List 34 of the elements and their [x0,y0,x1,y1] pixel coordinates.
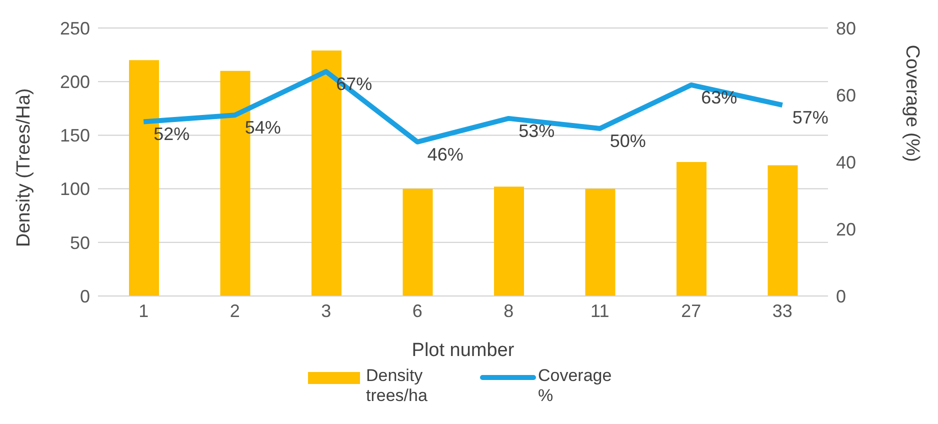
y-axis-title: Density (Trees/Ha) [14,88,35,247]
y-tick-label: 150 [60,126,90,146]
legend-label: Density trees/ha [366,366,428,406]
y2-axis-title: Coverage (%) [901,44,922,162]
bar [676,162,706,296]
y-tick-label: 0 [80,286,90,306]
y-tick-label: 200 [60,72,90,92]
bar [402,188,433,296]
data-label: 57% [792,107,828,128]
data-label: 46% [427,144,464,164]
x-tick-label: 6 [412,300,422,321]
x-tick-label: 27 [681,300,702,321]
x-tick-label: 3 [321,300,332,321]
legend-label: Coverage % [538,366,613,406]
data-label: 63% [701,87,738,108]
y-tick-label: 250 [60,18,90,38]
data-label: 53% [518,120,555,141]
y2-tick-label: 60 [836,85,856,106]
x-tick-label: 33 [772,300,792,321]
y2-tick-label: 40 [836,152,856,172]
x-tick-label: 1 [138,300,149,321]
data-label: 50% [610,130,646,151]
bar [585,188,616,296]
y-tick-label: 50 [70,232,90,253]
x-tick-label: 2 [230,300,240,321]
y2-tick-label: 0 [836,286,846,306]
y-tick-label: 100 [60,179,90,200]
bar [494,186,524,296]
x-tick-label: 8 [504,300,514,321]
y2-tick-label: 20 [836,219,856,240]
x-tick-label: 11 [590,300,610,321]
bar [768,165,798,296]
y2-tick-label: 80 [836,18,856,38]
x-axis-title: Plot number [412,340,515,361]
